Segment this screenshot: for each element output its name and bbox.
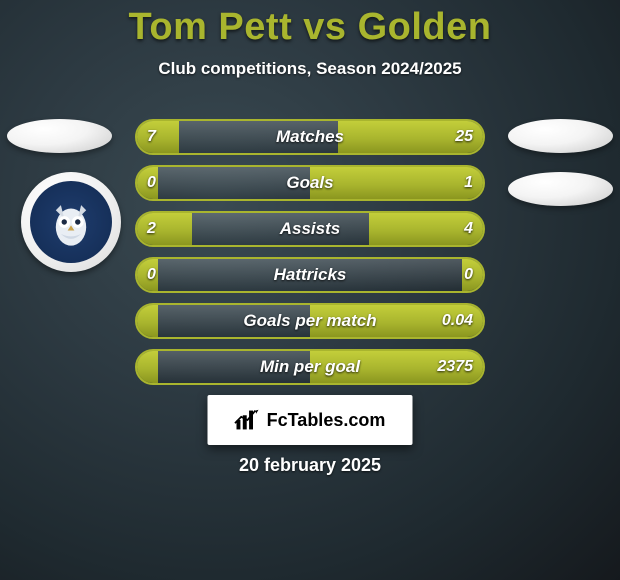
bar-value-left: 7 [147,119,156,155]
player-right-badge-placeholder [508,119,613,153]
bar-value-right: 0 [464,257,473,293]
club-crest-inner [30,181,112,263]
bar-value-left: 0 [147,165,156,201]
bar-label: Matches [135,119,485,155]
bar-value-right: 4 [464,211,473,247]
bar-label: Goals [135,165,485,201]
player-right-badge-placeholder-2 [508,172,613,206]
club-crest [21,172,121,272]
bar-row: Min per goal2375 [135,349,485,385]
bar-label: Min per goal [135,349,485,385]
bar-label: Hattricks [135,257,485,293]
bar-label: Goals per match [135,303,485,339]
bar-value-left: 2 [147,211,156,247]
comparison-bars: Matches725Goals01Assists24Hattricks00Goa… [135,119,485,395]
bar-value-right: 2375 [437,349,473,385]
bar-row: Goals0 1 [135,165,485,201]
bar-label: Assists [135,211,485,247]
bar-value-right: 25 [455,119,473,155]
bar-value-left: 0 [147,257,156,293]
bar-row: Goals per match0.04 [135,303,485,339]
bar-chart-icon [235,409,261,431]
brand-box: FcTables.com [208,395,413,445]
owl-icon [44,195,98,249]
bar-row: Assists2 4 [135,211,485,247]
date-label: 20 february 2025 [0,455,620,476]
bar-value-right: 0.04 [442,303,473,339]
comparison-card: Tom Pett vs Golden Club competitions, Se… [0,0,620,580]
bar-value-right: 1 [464,165,473,201]
bar-row: Hattricks0 0 [135,257,485,293]
page-title: Tom Pett vs Golden [0,0,620,49]
subtitle: Club competitions, Season 2024/2025 [0,59,620,79]
player-left-badge-placeholder [7,119,112,153]
brand-label: FcTables.com [267,410,386,431]
bar-row: Matches7 25 [135,119,485,155]
